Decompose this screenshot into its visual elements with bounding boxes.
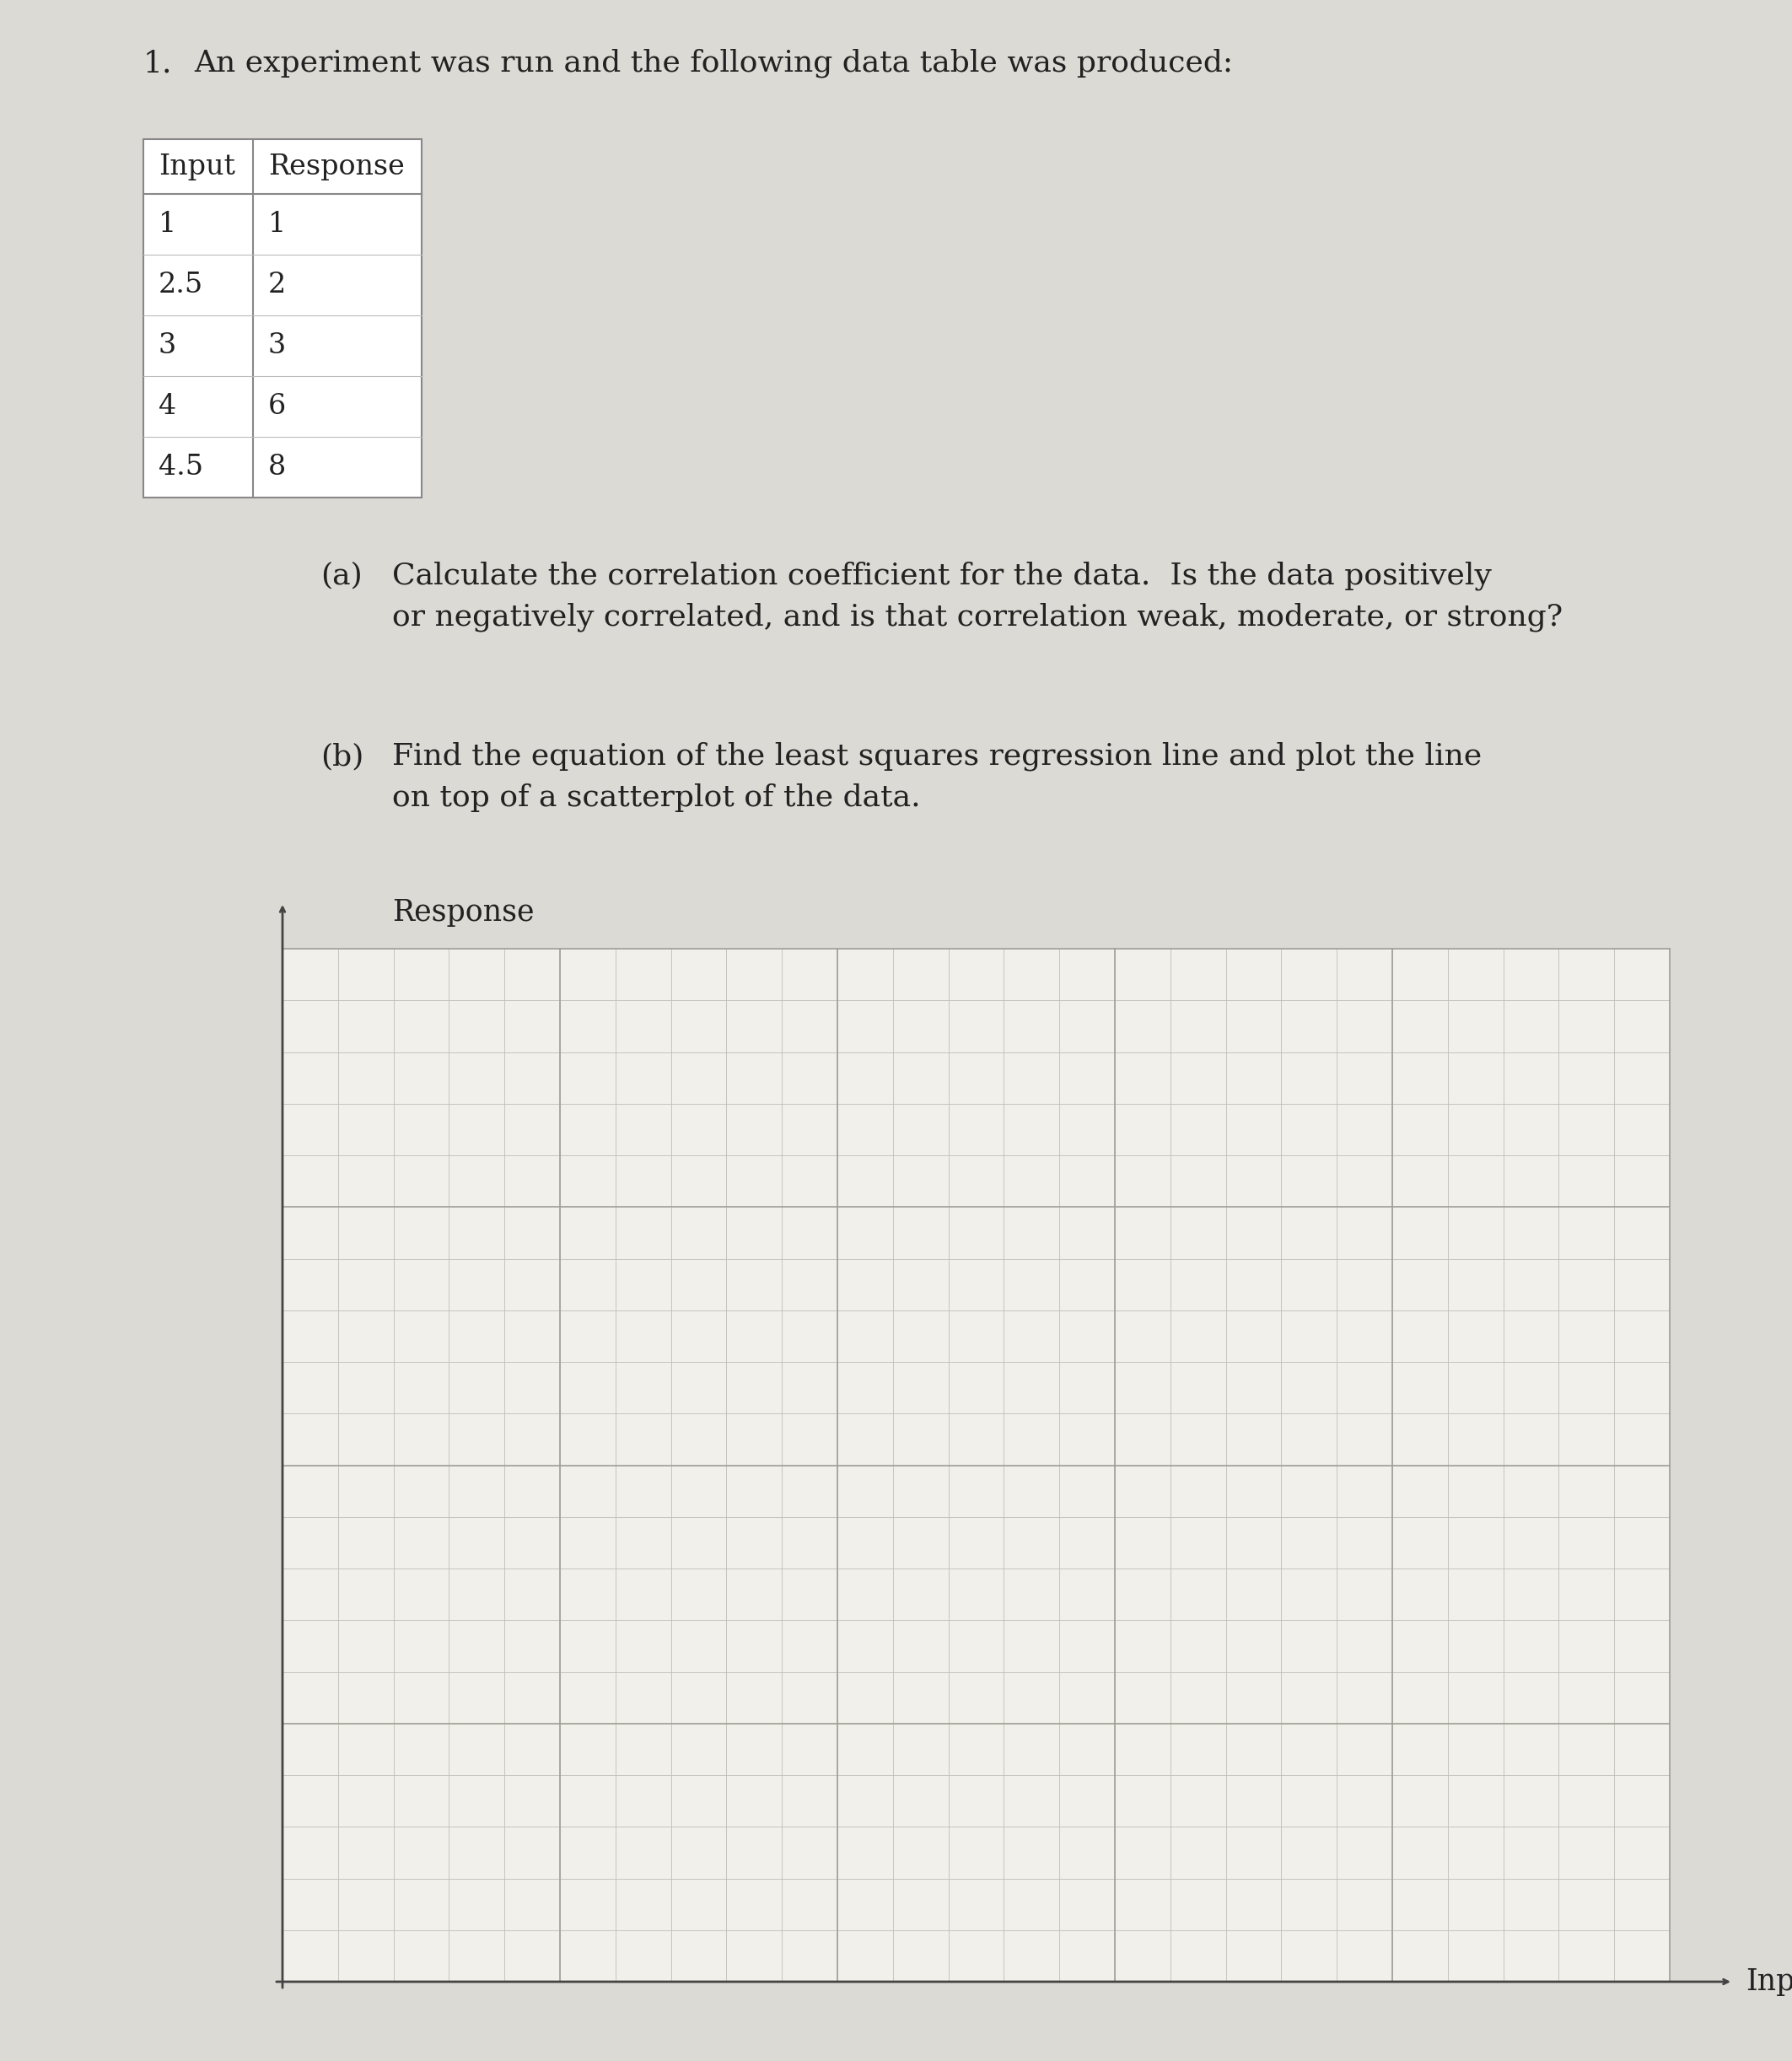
Bar — [283, 948, 1670, 1983]
Text: 2.5: 2.5 — [158, 272, 204, 299]
Text: 8: 8 — [269, 453, 287, 480]
Text: 3: 3 — [158, 332, 176, 359]
Text: 1: 1 — [158, 210, 176, 237]
Text: Input: Input — [1745, 1968, 1792, 1995]
Text: 2: 2 — [269, 272, 287, 299]
Text: (a): (a) — [321, 561, 362, 589]
Text: Calculate the correlation coefficient for the data.  Is the data positively
or n: Calculate the correlation coefficient fo… — [392, 561, 1563, 631]
Text: 4: 4 — [158, 394, 176, 420]
Text: 6: 6 — [269, 394, 287, 420]
Text: 4.5: 4.5 — [158, 453, 202, 480]
Text: 3: 3 — [269, 332, 287, 359]
Text: Find the equation of the least squares regression line and plot the line
on top : Find the equation of the least squares r… — [392, 742, 1482, 812]
Text: 1: 1 — [269, 210, 287, 237]
Text: 1.: 1. — [143, 49, 172, 78]
Text: (b): (b) — [321, 742, 364, 771]
Text: Response: Response — [392, 899, 534, 927]
Text: Response: Response — [269, 153, 405, 179]
Bar — [143, 140, 421, 497]
Text: Input: Input — [158, 153, 235, 179]
Text: An experiment was run and the following data table was produced:: An experiment was run and the following … — [194, 49, 1233, 78]
